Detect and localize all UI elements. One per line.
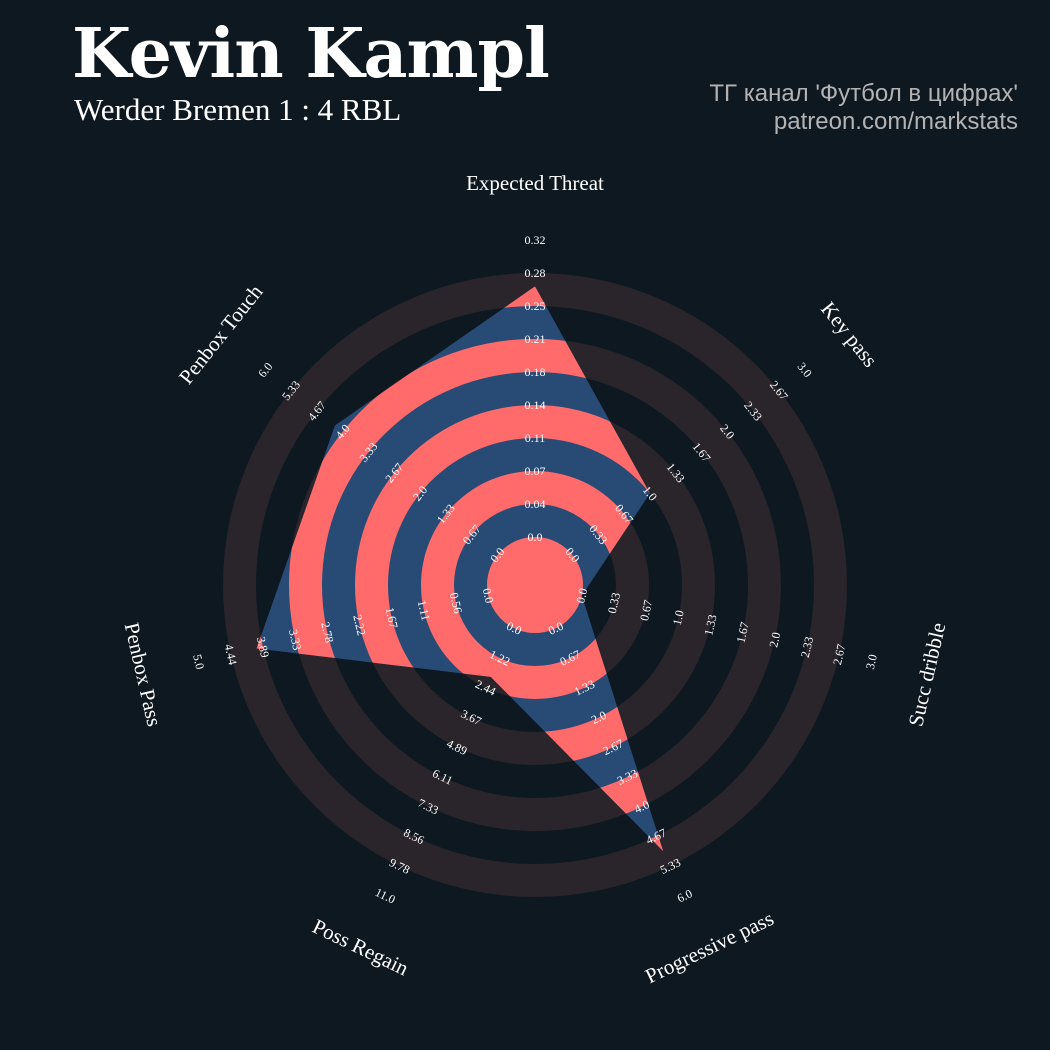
axis-label: Key pass xyxy=(816,297,882,372)
tick-label: 0.0 xyxy=(528,530,543,544)
tick-label: 0.07 xyxy=(525,464,546,478)
axis-label: Penbox Pass xyxy=(120,620,167,728)
tick-label: 2.78 xyxy=(318,621,336,645)
tick-label: 0.32 xyxy=(525,233,546,247)
tick-label: 0.0 xyxy=(546,619,566,638)
data-polygon-layer xyxy=(256,286,664,852)
polygon-center-disc xyxy=(487,537,583,633)
tick-label: 1.33 xyxy=(701,613,719,637)
tick-label: 0.0 xyxy=(480,587,497,605)
tick-label: 2.67 xyxy=(830,643,848,667)
axis-label: Succ dribble xyxy=(903,620,950,728)
axis-label: Penbox Touch xyxy=(174,280,268,389)
tick-label: 4.0 xyxy=(632,797,652,816)
tick-label: 6.0 xyxy=(255,360,275,380)
tick-label: 4.44 xyxy=(222,643,240,667)
tick-label: 3.33 xyxy=(286,628,304,652)
tick-label: 0.56 xyxy=(447,591,465,615)
axis-label: Expected Threat xyxy=(466,171,604,195)
tick-label: 3.0 xyxy=(795,360,815,380)
tick-label: 0.14 xyxy=(525,398,546,412)
tick-label: 0.18 xyxy=(525,365,546,379)
tick-label: 0.0 xyxy=(504,619,524,638)
tick-label: 2.0 xyxy=(589,708,609,727)
tick-label: 6.0 xyxy=(675,886,695,905)
tick-label: 0.0 xyxy=(573,587,590,605)
match-subtitle: Werder Bremen 1 : 4 RBL xyxy=(74,92,402,127)
axis-label: Poss Regain xyxy=(309,914,413,981)
tick-label: 2.0 xyxy=(766,631,783,649)
tick-label: 0.04 xyxy=(525,497,546,511)
tick-label: 1.0 xyxy=(670,609,687,627)
tick-label: 1.11 xyxy=(415,599,433,622)
player-name-title: Kevin Kampl xyxy=(72,14,550,94)
polygon-ring-bands xyxy=(256,286,664,852)
tick-label: 0.11 xyxy=(525,431,546,445)
credit-block: ТГ канал 'Футбол в цифрах' patreon.com/m… xyxy=(709,80,1018,136)
tick-label: 11.0 xyxy=(373,885,398,907)
credit-patreon: patreon.com/markstats xyxy=(773,108,1018,135)
tick-label: 5.0 xyxy=(190,653,207,671)
axis-label: Progressive pass xyxy=(641,906,777,988)
tick-label: 3.89 xyxy=(254,635,272,659)
tick-label: 2.22 xyxy=(350,613,368,637)
tick-label: 1.67 xyxy=(383,606,401,630)
tick-label: 0.67 xyxy=(637,599,655,623)
tick-label: 1.67 xyxy=(733,621,751,645)
tick-label: 0.25 xyxy=(525,299,546,313)
credit-telegram: ТГ канал 'Футбол в цифрах' xyxy=(709,80,1018,107)
tick-label: 3.0 xyxy=(863,653,880,671)
tick-label: 2.33 xyxy=(798,635,816,659)
tick-label: 0.33 xyxy=(605,591,623,615)
tick-label: 0.21 xyxy=(525,332,546,346)
tick-label: 0.28 xyxy=(525,266,546,280)
